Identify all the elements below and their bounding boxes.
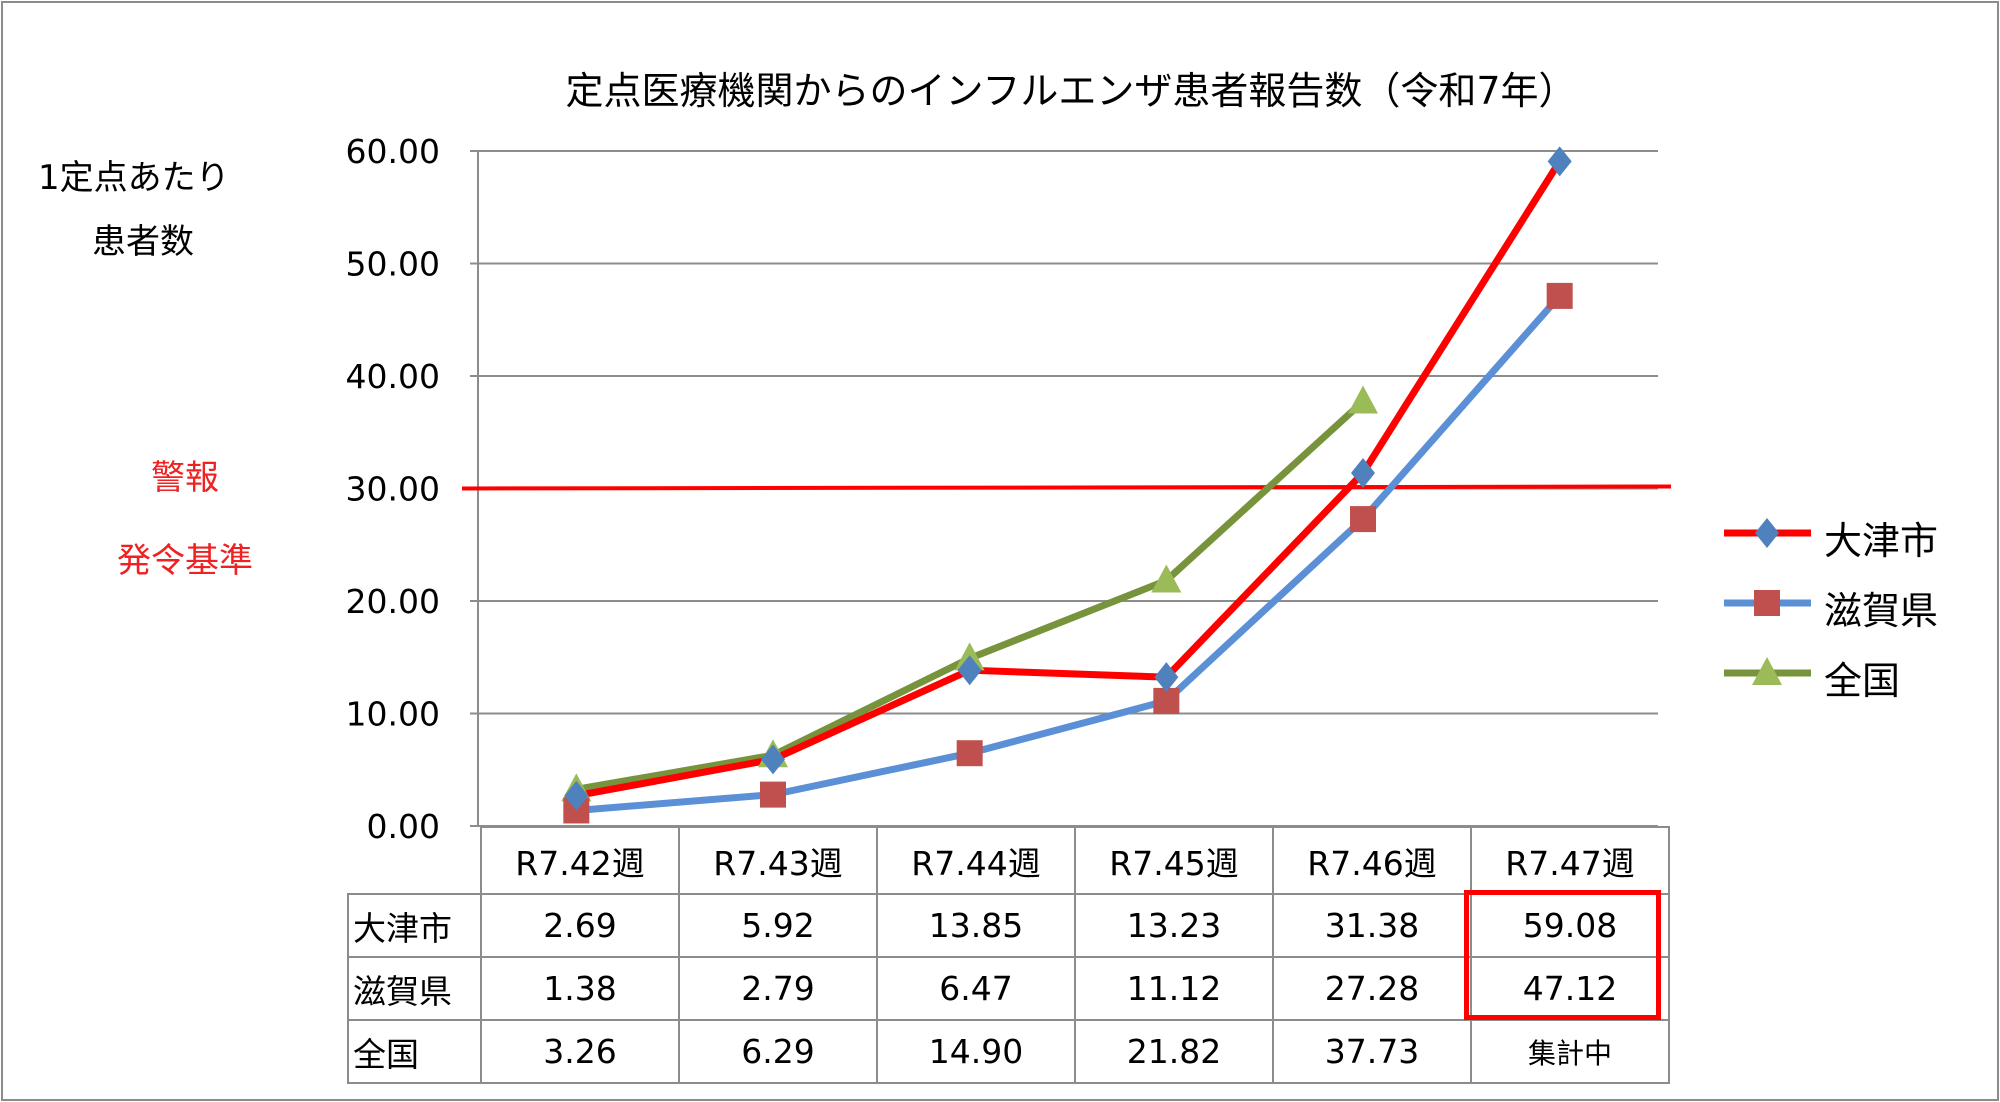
- y-tick-label: 50.00: [346, 245, 440, 284]
- table-cell: 5.92: [678, 893, 878, 958]
- table-cell: 2.69: [480, 893, 680, 958]
- data-point-diamond: [1351, 457, 1375, 488]
- table-cell: 2.79: [678, 956, 878, 1021]
- table-header-row: R7.42週 R7.43週 R7.44週 R7.45週 R7.46週 R7.47…: [348, 826, 1670, 895]
- table-cell: 6.29: [678, 1019, 878, 1084]
- data-point-diamond: [957, 655, 982, 686]
- table-row-shiga: 滋賀県 1.38 2.79 6.47 11.12 27.28 47.12: [347, 956, 1670, 1021]
- table-header-cell: R7.46週: [1272, 826, 1472, 895]
- table-cell: 59.08: [1470, 893, 1670, 958]
- data-point-diamond: [761, 744, 785, 775]
- series-line-0: [575, 159, 1563, 800]
- table-header-cell: R7.47週: [1470, 826, 1670, 895]
- table-cell: 6.47: [876, 956, 1076, 1021]
- data-table: R7.42週 R7.43週 R7.44週 R7.45週 R7.46週 R7.47…: [347, 826, 1670, 1084]
- table-cell: 27.28: [1272, 956, 1472, 1021]
- legend-label-otsu: 大津市: [1824, 519, 1939, 563]
- legend-marker-diamond: [1755, 518, 1779, 548]
- alarm-threshold-line: [461, 484, 1672, 491]
- data-point-square: [1153, 687, 1180, 714]
- y-tick-label: 10.00: [346, 695, 440, 734]
- table-cell: 1.38: [480, 956, 680, 1021]
- chart-title: 定点医療機関からのインフルエンザ患者報告数（令和7年）: [565, 69, 1577, 113]
- y-tick-label: 60.00: [346, 132, 440, 171]
- alarm-label-line1: 警報: [151, 458, 219, 498]
- table-header-cell: R7.44週: [876, 826, 1076, 895]
- y-axis-label-line2: 患者数: [92, 222, 194, 262]
- table-cell: 13.85: [876, 893, 1076, 958]
- table-cell: 31.38: [1272, 893, 1472, 958]
- table-row-national: 全国 3.26 6.29 14.90 21.82 37.73 集計中: [347, 1019, 1670, 1084]
- table-row-otsu: 大津市 2.69 5.92 13.85 13.23 31.38 59.08: [347, 893, 1670, 958]
- y-tick-label: 40.00: [346, 357, 440, 396]
- data-point-square: [760, 781, 786, 808]
- table-cell-pending: 集計中: [1470, 1019, 1670, 1084]
- table-header-cell: R7.42週: [480, 826, 680, 895]
- table-cell: 3.26: [480, 1019, 680, 1084]
- data-point-square: [956, 740, 983, 767]
- table-cell: 14.90: [876, 1019, 1076, 1084]
- legend-marker-square: [1754, 590, 1780, 616]
- table-row-header: 滋賀県: [347, 956, 482, 1021]
- alarm-label-line2: 発令基準: [117, 541, 253, 581]
- legend-marker-triangle: [1752, 657, 1782, 685]
- data-point-square: [1350, 506, 1376, 533]
- table-header-cell: R7.43週: [678, 826, 878, 895]
- table-cell: 11.12: [1074, 956, 1274, 1021]
- table-cell: 47.12: [1470, 956, 1670, 1021]
- data-point-square: [1546, 282, 1573, 309]
- data-point-triangle: [1348, 385, 1378, 414]
- y-tick-label: 20.00: [346, 582, 440, 621]
- table-row-header: 大津市: [347, 893, 482, 958]
- series-line-1: [576, 293, 1563, 814]
- y-axis-label-line1: 1定点あたり: [38, 158, 230, 198]
- data-point-diamond: [1547, 146, 1572, 177]
- table-cell: 37.73: [1272, 1019, 1472, 1084]
- legend-label-shiga: 滋賀県: [1824, 589, 1939, 633]
- table-cell: 21.82: [1074, 1019, 1274, 1084]
- highlight-box: [1464, 890, 1661, 1020]
- table-header-cell: R7.45週: [1074, 826, 1274, 895]
- data-point-diamond: [1154, 662, 1179, 693]
- table-corner: [348, 827, 482, 895]
- table-row-header: 全国: [347, 1019, 482, 1084]
- data-point-diamond: [564, 780, 589, 811]
- legend-label-national: 全国: [1824, 659, 1901, 703]
- y-tick-label: 30.00: [346, 470, 440, 509]
- data-point-triangle: [1151, 564, 1182, 593]
- table-cell: 13.23: [1074, 893, 1274, 958]
